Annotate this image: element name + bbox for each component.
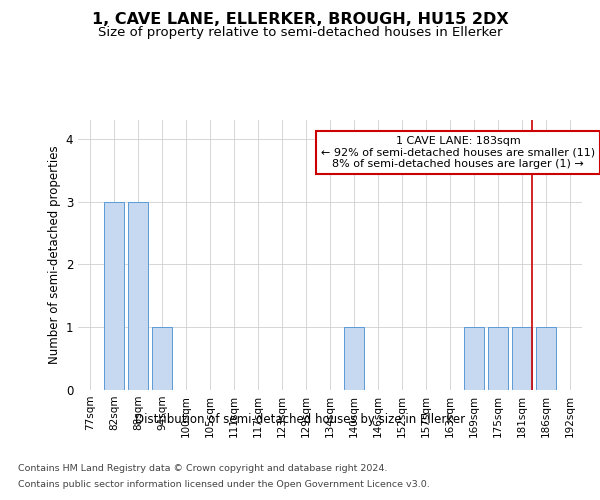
Bar: [488, 327, 508, 390]
Text: 1 CAVE LANE: 183sqm
← 92% of semi-detached houses are smaller (11)
8% of semi-de: 1 CAVE LANE: 183sqm ← 92% of semi-detach…: [321, 136, 595, 170]
Bar: [464, 327, 484, 390]
Text: Contains public sector information licensed under the Open Government Licence v3: Contains public sector information licen…: [18, 480, 430, 489]
Bar: [104, 202, 124, 390]
Bar: [128, 202, 148, 390]
Text: Distribution of semi-detached houses by size in Ellerker: Distribution of semi-detached houses by …: [135, 412, 465, 426]
Bar: [536, 327, 556, 390]
Bar: [344, 327, 364, 390]
Text: Size of property relative to semi-detached houses in Ellerker: Size of property relative to semi-detach…: [98, 26, 502, 39]
Bar: [512, 327, 532, 390]
Y-axis label: Number of semi-detached properties: Number of semi-detached properties: [49, 146, 61, 364]
Text: 1, CAVE LANE, ELLERKER, BROUGH, HU15 2DX: 1, CAVE LANE, ELLERKER, BROUGH, HU15 2DX: [92, 12, 508, 28]
Bar: [152, 327, 172, 390]
Text: Contains HM Land Registry data © Crown copyright and database right 2024.: Contains HM Land Registry data © Crown c…: [18, 464, 388, 473]
